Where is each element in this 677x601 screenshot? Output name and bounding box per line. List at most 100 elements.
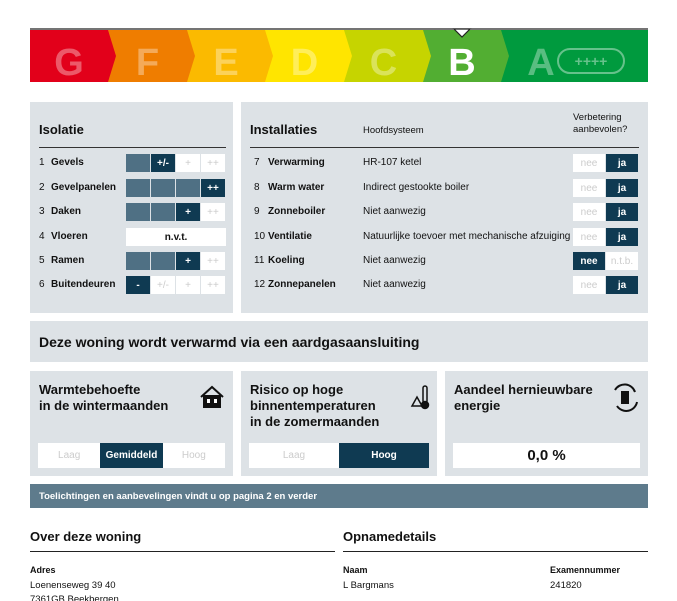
row-number: 5 — [39, 255, 45, 266]
note-bar — [30, 484, 648, 508]
badge-pill — [557, 48, 625, 74]
rating-cell — [176, 179, 200, 197]
indicator-title: binnentemperaturen — [250, 398, 376, 413]
row-system: Niet aanwezig — [363, 206, 426, 217]
row-system: Indirect gestookte boiler — [363, 182, 470, 193]
row-name: Vloeren — [51, 231, 88, 242]
row-name: Buitendeuren — [51, 279, 116, 290]
indicator-title: energie — [454, 398, 501, 413]
badge-text: ++++ — [575, 53, 608, 69]
class-letter: D — [291, 42, 318, 84]
rating-cell: + — [176, 276, 200, 294]
advice-option: ja — [606, 276, 638, 294]
class-letter: B — [448, 42, 475, 84]
heating-text: Deze woning wordt verwarmd via een aardg… — [39, 334, 420, 350]
rating-cell: + — [176, 252, 200, 270]
rating-cell: ++ — [201, 203, 225, 221]
indicator-title: in de zomermaanden — [250, 414, 380, 429]
divider — [30, 551, 335, 552]
rating-cell — [126, 179, 150, 197]
indicator-option: Laag — [38, 443, 101, 468]
indicator-option: Hoog — [339, 443, 429, 468]
row-number: 7 — [254, 157, 260, 168]
advice-option: nee — [573, 203, 605, 221]
class-segment — [501, 30, 648, 82]
class-segment — [187, 30, 273, 82]
rating-cell c: n.v.t. — [126, 228, 226, 246]
row-number: 9 — [254, 206, 260, 217]
row-system: Niet aanwezig — [363, 279, 426, 290]
current-marker — [452, 28, 472, 38]
section-title: Over deze woning — [30, 529, 142, 544]
section-title: Opnamedetails — [343, 529, 437, 544]
row-number: 6 — [39, 279, 45, 290]
row-number: 8 — [254, 182, 260, 193]
heating-banner — [30, 321, 648, 362]
class-letter: G — [54, 42, 84, 84]
indicator-title: in de wintermaanden — [39, 398, 169, 413]
rating-cell: + — [176, 154, 200, 172]
row-number: 4 — [39, 231, 45, 242]
row-name: Daken — [51, 206, 82, 217]
advice-option: nee — [573, 154, 605, 172]
rating-cell: ++ — [201, 179, 225, 197]
rating-cell: +/- — [151, 276, 175, 294]
row-name: Gevels — [51, 157, 84, 168]
row-system: Natuurlijke toevoer met mechanische afzu… — [363, 231, 571, 242]
row-number: 12 — [254, 279, 266, 290]
divider — [250, 147, 639, 148]
rating-cell: ++ — [201, 154, 225, 172]
indicator-option: Laag — [249, 443, 339, 468]
indicator-title: Warmtebehoefte — [39, 382, 141, 397]
class-segment — [108, 30, 195, 82]
row-name: Warm water — [268, 182, 325, 193]
rating-cell — [151, 203, 175, 221]
field-label: Naam — [343, 565, 368, 575]
row-name: Ventilatie — [268, 231, 312, 242]
class-segment — [423, 30, 509, 82]
rating-cell: + — [176, 203, 200, 221]
column-header: Verbetering aanbevolen? — [573, 112, 628, 135]
class-segment — [265, 30, 352, 82]
row-name: Ramen — [51, 255, 85, 266]
divider — [343, 551, 648, 552]
rating-cell — [126, 252, 150, 270]
panel-title: Installaties — [250, 122, 318, 137]
advice-option: ja — [606, 228, 638, 246]
advice-option: nee — [573, 179, 605, 197]
note-text: Toelichtingen en aanbevelingen vindt u o… — [39, 491, 318, 502]
row-number: 3 — [39, 206, 45, 217]
row-number: 1 — [39, 157, 45, 168]
advice-option: nee — [573, 276, 605, 294]
indicator-title: Aandeel hernieuwbare — [454, 382, 593, 397]
rating-cell — [151, 179, 175, 197]
row-system: HR-107 ketel — [363, 157, 422, 168]
field-label: Examennummer — [550, 565, 621, 575]
divider — [39, 147, 226, 148]
row-number: 2 — [39, 182, 45, 193]
field-value: Loenenseweg 39 40 — [30, 580, 116, 591]
column-header: Hoofdsysteem — [363, 125, 424, 136]
row-name: Zonneboiler — [268, 206, 326, 217]
row-name: Zonnepanelen — [268, 279, 336, 290]
row-name: Koeling — [268, 255, 305, 266]
panel-title: Isolatie — [39, 122, 84, 137]
rating-cell: +/- — [151, 154, 175, 172]
row-system: Niet aanwezig — [363, 255, 426, 266]
indicator-option: Gemiddeld — [100, 443, 163, 468]
advice-option: ja — [606, 154, 638, 172]
row-name: Gevelpanelen — [51, 182, 117, 193]
field-value: 241820 — [550, 580, 582, 591]
indicator-title: Risico op hoge — [250, 382, 344, 397]
energy-scale: A B C D E F G ++++ — [30, 28, 648, 84]
advice-option: ja — [606, 179, 638, 197]
class-letter: E — [213, 42, 238, 84]
field-value: 7361GB Beekbergen — [30, 594, 119, 601]
rating-cell — [151, 252, 175, 270]
indicator-option: Hoog — [162, 443, 225, 468]
rating-cell — [126, 203, 150, 221]
advice-option: n.t.b. — [606, 252, 638, 270]
class-segment — [344, 30, 431, 82]
advice-option: nee — [573, 252, 605, 270]
